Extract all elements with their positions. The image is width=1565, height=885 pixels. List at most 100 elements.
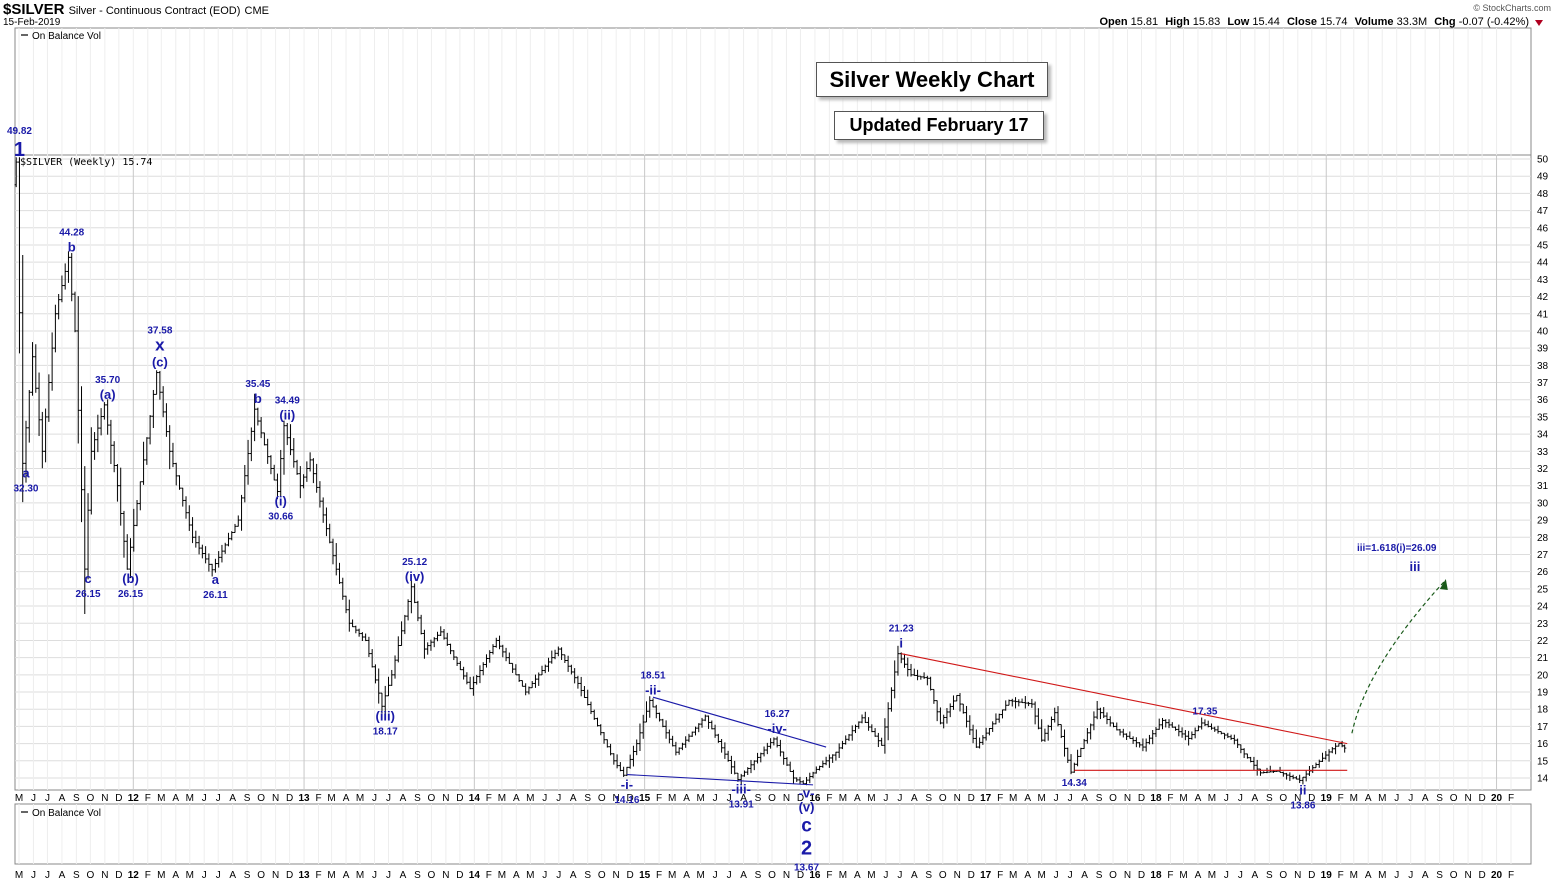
ohlc-bar [488, 650, 492, 663]
x-tick-label: M [526, 793, 534, 804]
ohlc-bar [595, 717, 600, 727]
ohlc-bar [559, 647, 564, 660]
ohlc-bar [1144, 738, 1148, 752]
ohlc-bar [83, 466, 87, 615]
ohlc-bar [350, 619, 355, 628]
ohlc-bar [1053, 707, 1057, 723]
x-tick-label-bottom: M [356, 870, 364, 881]
ohlc-bar [177, 475, 182, 490]
x-tick-label: 16 [809, 793, 821, 804]
ohlc-bar [1281, 771, 1285, 777]
y-tick-label: 15 [1537, 756, 1549, 767]
x-tick-label-bottom: D [627, 870, 634, 881]
ohlc-bar [328, 523, 332, 544]
ohlc-bar [344, 595, 348, 614]
ohlc-bar [318, 481, 322, 508]
ohlc-bar [1249, 756, 1253, 763]
ohlc-bar [772, 737, 776, 746]
ohlc-bar [135, 499, 139, 527]
ohlc-bar [1056, 706, 1060, 727]
y-tick-label: 41 [1537, 309, 1549, 320]
x-tick-label-bottom: J [556, 870, 561, 881]
ohlc-bar [47, 374, 51, 422]
ohlc-bar [1000, 709, 1005, 719]
ohlc-bar [452, 650, 456, 661]
x-tick-label-bottom: J [1054, 870, 1059, 881]
ohlc-bar [605, 739, 609, 748]
ohlc-bar [684, 736, 688, 748]
ohlc-bar [654, 704, 658, 719]
ticker-symbol: $SILVER [3, 1, 65, 18]
ohlc-bar [507, 652, 511, 664]
x-tick-label: S [925, 793, 932, 804]
ohlc-bar [713, 724, 717, 738]
ohlc-bar [1049, 716, 1054, 731]
ohlc-bar [331, 538, 335, 565]
ohlc-bar [409, 580, 413, 614]
x-tick-label-bottom: M [498, 870, 506, 881]
ohlc-bar [889, 687, 894, 712]
y-tick-label: 45 [1537, 240, 1549, 251]
x-tick-label-bottom: A [400, 870, 407, 881]
y-tick-label: 16 [1537, 739, 1549, 750]
x-tick-label-bottom: 16 [809, 870, 821, 881]
ohlc-bar [99, 408, 103, 436]
ohlc-bar [151, 389, 155, 429]
x-tick-label-bottom: 18 [1150, 870, 1162, 881]
y-tick-label: 19 [1537, 688, 1549, 699]
ohlc-bar [726, 750, 730, 762]
x-tick-label: M [696, 793, 704, 804]
x-tick-label: A [59, 793, 66, 804]
quote-summary: Open 15.81 High 15.83 Low 15.44 Close 15… [1099, 16, 1533, 28]
x-tick-label: N [1464, 793, 1471, 804]
ohlc-bar [893, 660, 897, 699]
ohlc-bar [262, 432, 267, 446]
ohlc-bar [1131, 736, 1135, 744]
x-tick-label: A [1024, 793, 1031, 804]
ohlc-bar [964, 705, 969, 728]
x-tick-label: J [1238, 793, 1243, 804]
wave-label: -iii- [731, 782, 751, 797]
x-tick-label-bottom: J [202, 870, 207, 881]
ohlc-bar [1026, 701, 1031, 707]
x-tick-label-bottom: S [1266, 870, 1273, 881]
x-tick-label-bottom: M [15, 870, 23, 881]
ohlc-bar [1245, 753, 1250, 759]
ohlc-bar [1151, 730, 1155, 745]
ohlc-bar [1115, 722, 1119, 731]
price-label: 49.82 [7, 126, 32, 137]
ohlc-bar [1160, 717, 1165, 730]
x-tick-label-bottom: M [327, 870, 335, 881]
ohlc-bar [158, 370, 162, 400]
ohlc-bar [413, 583, 417, 604]
ohlc-bar [1134, 737, 1138, 748]
open-label: Open [1099, 16, 1128, 28]
ohlc-bar [233, 523, 237, 534]
y-tick-label: 24 [1537, 602, 1549, 613]
ohlc-bar [912, 668, 916, 677]
x-tick-label-bottom: D [1138, 870, 1145, 881]
wedge-lower-line [626, 774, 814, 786]
wave-label: (a) [100, 387, 116, 402]
volume-value: 33.3M [1396, 16, 1428, 28]
x-tick-label-bottom: 17 [980, 870, 992, 881]
ohlc-bar [1092, 711, 1096, 731]
x-tick-label: M [186, 793, 194, 804]
ohlc-bar [618, 762, 622, 772]
y-tick-label: 40 [1537, 326, 1549, 337]
ohlc-bar [1219, 731, 1223, 735]
x-tick-label: N [613, 793, 620, 804]
ohlc-bar [66, 251, 71, 283]
wave-label: (b) [122, 571, 139, 586]
y-tick-label: 22 [1537, 636, 1549, 647]
ohlc-bar [1242, 748, 1246, 759]
x-tick-label: J [1068, 793, 1073, 804]
ohlc-bar [935, 700, 939, 722]
ohlc-bar [641, 714, 645, 739]
ohlc-bar [955, 694, 959, 702]
ohlc-bar [243, 464, 247, 503]
ohlc-bar [821, 760, 825, 768]
x-tick-label: F [1167, 793, 1173, 804]
x-tick-label-bottom: M [1350, 870, 1358, 881]
